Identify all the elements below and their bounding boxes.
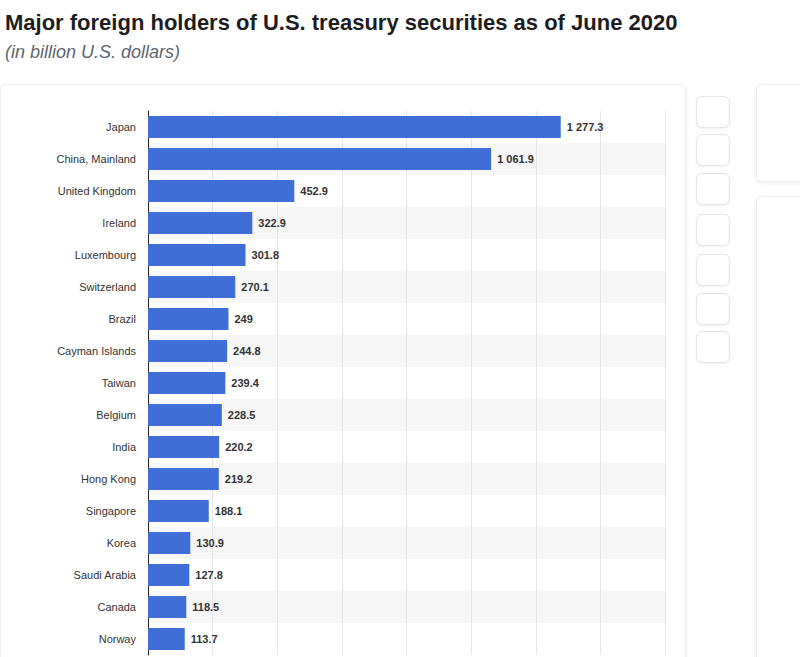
svg-text:Switzerland: Switzerland	[79, 281, 136, 293]
svg-text:301.8: 301.8	[252, 249, 280, 261]
svg-text:Saudi Arabia: Saudi Arabia	[74, 569, 137, 581]
svg-text:Luxembourg: Luxembourg	[75, 249, 136, 261]
svg-text:249: 249	[234, 313, 252, 325]
svg-text:228.5: 228.5	[228, 409, 256, 421]
svg-text:1 277.3: 1 277.3	[567, 121, 604, 133]
svg-text:220.2: 220.2	[225, 441, 253, 453]
svg-text:118.5: 118.5	[192, 601, 219, 613]
svg-text:Belgium: Belgium	[96, 409, 136, 421]
svg-text:Ireland: Ireland	[102, 217, 136, 229]
svg-text:270.1: 270.1	[241, 281, 269, 293]
svg-text:452.9: 452.9	[300, 185, 328, 197]
svg-text:Norway: Norway	[99, 633, 137, 645]
svg-text:Taiwan: Taiwan	[102, 377, 136, 389]
svg-text:Cayman Islands: Cayman Islands	[57, 345, 136, 357]
svg-text:Canada: Canada	[97, 601, 136, 613]
svg-text:188.1: 188.1	[215, 505, 243, 517]
svg-text:Hong Kong: Hong Kong	[81, 473, 136, 485]
svg-text:239.4: 239.4	[231, 377, 259, 389]
svg-text:219.2: 219.2	[225, 473, 253, 485]
svg-text:Korea: Korea	[107, 537, 137, 549]
svg-text:India: India	[112, 441, 137, 453]
svg-text:(in billion U.S. dollars): (in billion U.S. dollars)	[5, 42, 180, 62]
svg-text:China, Mainland: China, Mainland	[57, 153, 137, 165]
svg-text:Japan: Japan	[106, 121, 136, 133]
svg-text:United Kingdom: United Kingdom	[58, 185, 136, 197]
svg-text:Major foreign holders of U.S.: Major foreign holders of U.S. treasury s…	[5, 10, 677, 35]
svg-text:Brazil: Brazil	[108, 313, 136, 325]
svg-text:322.9: 322.9	[258, 217, 286, 229]
svg-text:130.9: 130.9	[196, 537, 224, 549]
svg-text:113.7: 113.7	[191, 633, 218, 645]
svg-text:1 061.9: 1 061.9	[497, 153, 534, 165]
svg-text:127.8: 127.8	[195, 569, 223, 581]
svg-text:Singapore: Singapore	[86, 505, 136, 517]
svg-text:244.8: 244.8	[233, 345, 261, 357]
